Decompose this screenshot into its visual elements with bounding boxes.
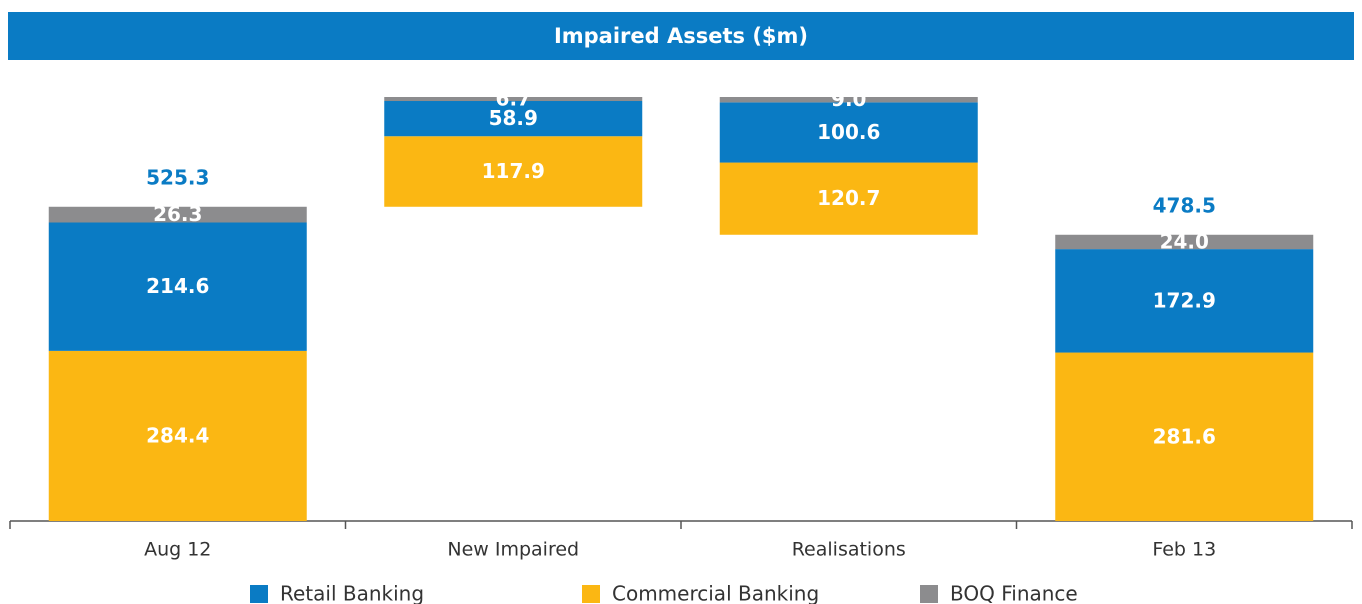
segment-label: 6.7 — [496, 87, 531, 111]
total-label: 525.3 — [146, 165, 209, 189]
segment-label: 284.4 — [146, 423, 209, 447]
x-tick-label: Aug 12 — [144, 539, 211, 561]
title-bar — [8, 12, 1354, 60]
x-tick-label: New Impaired — [447, 539, 579, 561]
segment-label: 26.3 — [153, 202, 202, 226]
bar-segment — [48, 350, 307, 521]
segment-label: 172.9 — [1153, 288, 1216, 312]
segment-label: 58.9 — [489, 106, 538, 130]
bar-segment — [384, 136, 643, 207]
segment-label: 281.6 — [1153, 424, 1216, 448]
legend-label: Retail Banking — [280, 582, 424, 604]
bar-segment — [1055, 234, 1314, 250]
x-tick-label: Feb 13 — [1152, 539, 1216, 561]
chart-title: Impaired Assets ($m) — [554, 24, 808, 48]
bar-segment — [384, 101, 643, 137]
bar-segment — [1055, 249, 1314, 353]
bar-segment — [719, 97, 978, 103]
legend-label: Commercial Banking — [612, 582, 819, 604]
bar-segment — [48, 222, 307, 351]
legend-label: BOQ Finance — [950, 582, 1078, 604]
segment-label: 214.6 — [146, 274, 209, 298]
segment-label: 120.7 — [817, 186, 880, 210]
bar-segment — [48, 206, 307, 223]
bar-segment — [1055, 352, 1314, 521]
segment-label: 9.0 — [831, 87, 866, 111]
x-tick-label: Realisations — [792, 539, 906, 561]
legend-swatch — [582, 585, 600, 603]
legend-swatch — [920, 585, 938, 603]
bar-segment — [384, 97, 643, 102]
legend-swatch — [250, 585, 268, 603]
bar-segment — [719, 162, 978, 235]
total-label: 478.5 — [1153, 193, 1216, 217]
bar-segment — [719, 102, 978, 163]
segment-label: 100.6 — [817, 120, 880, 144]
segment-label: 117.9 — [482, 159, 545, 183]
segment-label: 24.0 — [1160, 229, 1209, 253]
